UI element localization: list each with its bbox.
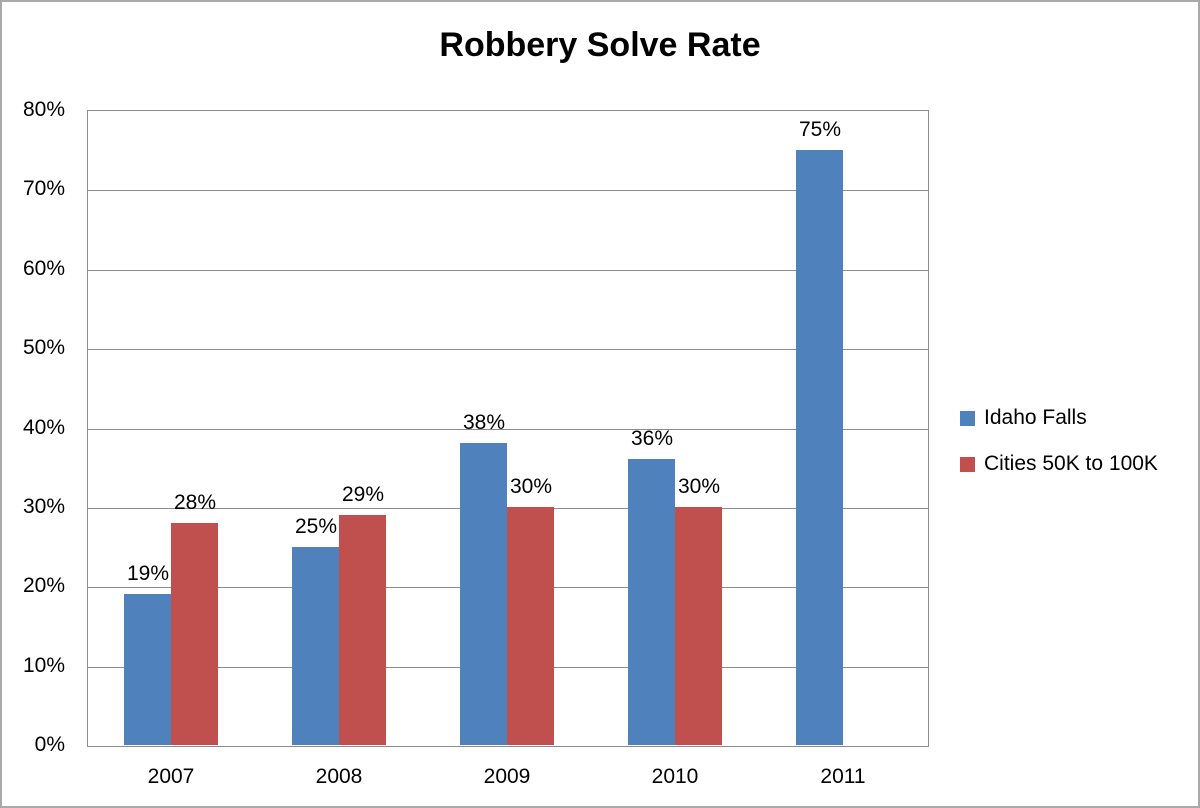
- gridline-70: [88, 190, 928, 191]
- chart-title: Robbery Solve Rate: [439, 26, 761, 64]
- legend-entry-cities-50k-to-100k: Cities 50K to 100K: [960, 452, 1158, 476]
- legend-entry-idaho-falls: Idaho Falls: [960, 406, 1158, 430]
- x-axis-tick-label-2007: 2007: [147, 765, 195, 788]
- legend-swatch-cities-50k-to-100k: [960, 456, 975, 472]
- y-axis-tick-label-0: 0%: [34, 733, 65, 756]
- bar-cities-50k-to-100k-2009: [507, 507, 554, 745]
- y-axis-tick-label-30: 30%: [22, 495, 65, 518]
- y-axis-tick-label-80: 80%: [22, 98, 65, 121]
- legend-label-cities-50k-to-100k: Cities 50K to 100K: [984, 452, 1158, 475]
- x-axis-tick-label-2011: 2011: [820, 765, 866, 788]
- y-axis-tick-label-60: 60%: [22, 257, 65, 280]
- bar-idaho-falls-2009: [460, 443, 507, 745]
- data-label-cities-50k-to-100k-2007: 28%: [173, 491, 217, 514]
- x-axis-tick-label-2009: 2009: [483, 765, 531, 788]
- bar-idaho-falls-2007: [124, 594, 171, 745]
- bar-idaho-falls-2008: [292, 547, 339, 745]
- data-label-idaho-falls-2008: 25%: [294, 515, 338, 538]
- x-axis-tick-label-2008: 2008: [315, 765, 363, 788]
- y-axis-tick-label-70: 70%: [22, 177, 65, 200]
- y-axis-tick-label-50: 50%: [22, 336, 65, 359]
- bar-cities-50k-to-100k-2008: [339, 515, 386, 745]
- data-label-cities-50k-to-100k-2009: 30%: [509, 475, 553, 498]
- y-axis-tick-label-40: 40%: [22, 416, 65, 439]
- bar-cities-50k-to-100k-2007: [171, 523, 218, 745]
- gridline-60: [88, 270, 928, 271]
- gridline-50: [88, 349, 928, 350]
- bar-cities-50k-to-100k-2010: [675, 507, 722, 745]
- data-label-idaho-falls-2009: 38%: [462, 411, 506, 434]
- legend-label-idaho-falls: Idaho Falls: [984, 406, 1087, 429]
- data-label-idaho-falls-2011: 75%: [798, 118, 842, 141]
- legend-swatch-idaho-falls: [960, 410, 975, 426]
- data-label-cities-50k-to-100k-2010: 30%: [677, 475, 721, 498]
- x-axis-tick-label-2010: 2010: [651, 765, 699, 788]
- y-axis-tick-label-10: 10%: [22, 654, 65, 677]
- data-label-idaho-falls-2007: 19%: [126, 562, 170, 585]
- legend: Idaho Falls Cities 50K to 100K: [960, 406, 1158, 498]
- bar-idaho-falls-2010: [628, 459, 675, 745]
- y-axis-tick-label-20: 20%: [22, 574, 65, 597]
- data-label-cities-50k-to-100k-2008: 29%: [341, 483, 385, 506]
- data-label-idaho-falls-2010: 36%: [630, 427, 674, 450]
- bar-idaho-falls-2011: [796, 150, 843, 745]
- gridline-40: [88, 429, 928, 430]
